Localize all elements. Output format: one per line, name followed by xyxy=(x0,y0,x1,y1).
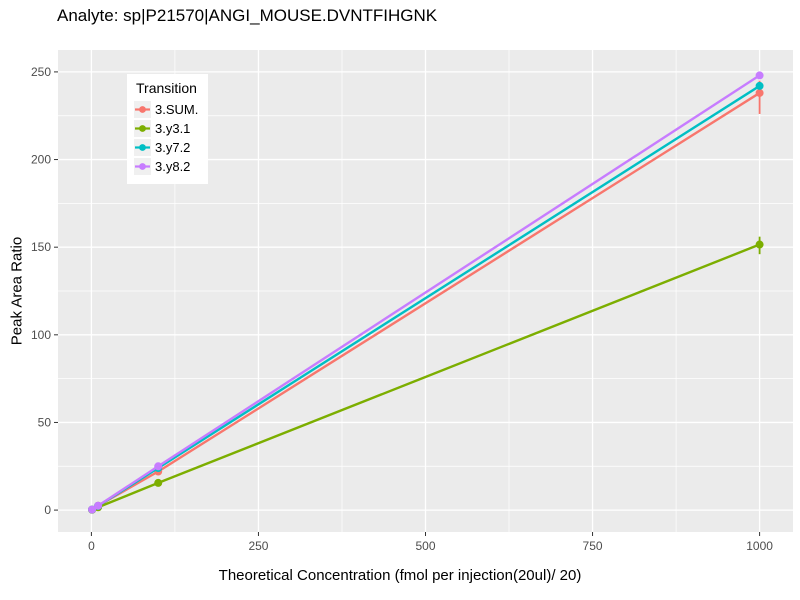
legend-label: 3.SUM. xyxy=(155,101,199,117)
y-tick-label: 250 xyxy=(31,65,51,79)
legend-entry-0: 3.SUM. xyxy=(134,100,198,118)
legend-label: 3.y8.2 xyxy=(155,158,191,174)
x-tick-label: 500 xyxy=(415,539,435,553)
data-point-1 xyxy=(755,240,764,249)
y-axis-label: Peak Area Ratio xyxy=(8,236,26,346)
legend-key-icon xyxy=(134,157,151,175)
data-point-2 xyxy=(755,81,764,90)
legend-entry-3: 3.y8.2 xyxy=(134,157,198,175)
legend-label: 3.y7.2 xyxy=(155,139,191,155)
legend: Transition 3.SUM. 3.y3.1 3.y7.2 3.y8.2 xyxy=(127,74,209,184)
legend-key-icon xyxy=(134,100,151,118)
x-tick-label: 250 xyxy=(248,539,268,553)
x-tick-label: 0 xyxy=(88,539,95,553)
chart-title: Analyte: sp|P21570|ANGI_MOUSE.DVNTFIHGNK xyxy=(57,6,438,25)
legend-entry-1: 3.y3.1 xyxy=(134,119,198,137)
data-point-3 xyxy=(755,71,764,80)
y-tick-label: 0 xyxy=(44,503,51,517)
legend-entry-2: 3.y7.2 xyxy=(134,138,198,156)
data-point-3 xyxy=(88,505,97,514)
data-point-3 xyxy=(154,462,163,471)
data-point-1 xyxy=(154,478,163,487)
x-tick-label: 750 xyxy=(583,539,603,553)
legend-key-icon xyxy=(134,138,151,156)
legend-label: 3.y3.1 xyxy=(155,120,191,136)
y-tick-label: 50 xyxy=(38,415,52,429)
x-axis-label: Theoretical Concentration (fmol per inje… xyxy=(218,567,582,584)
y-tick-label: 150 xyxy=(31,240,51,254)
x-tick-label: 1000 xyxy=(746,539,773,553)
y-tick-label: 100 xyxy=(31,328,51,342)
data-point-3 xyxy=(94,501,103,510)
y-tick-label: 200 xyxy=(31,153,51,167)
legend-key-icon xyxy=(134,119,151,137)
legend-title: Transition xyxy=(136,80,197,96)
data-point-0 xyxy=(755,88,764,97)
